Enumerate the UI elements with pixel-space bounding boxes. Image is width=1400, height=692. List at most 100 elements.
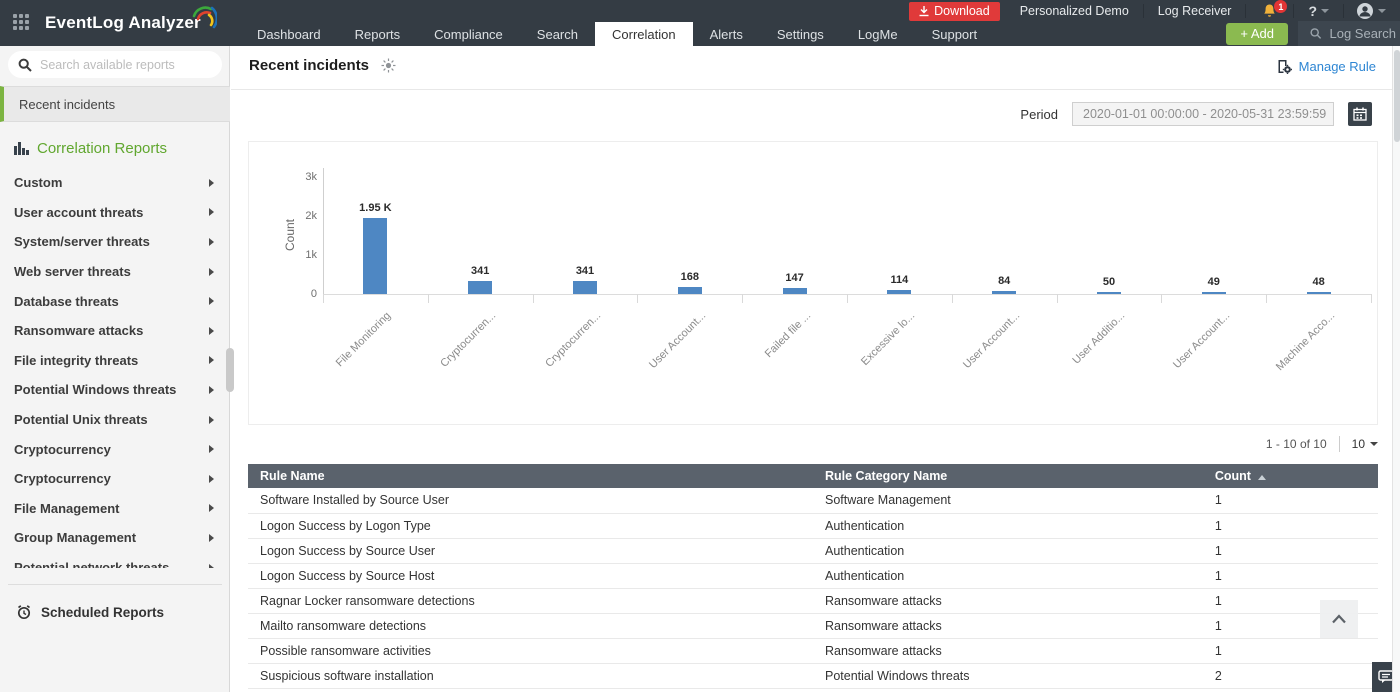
sidebar-item-file-integrity-threats[interactable]: File integrity threats (0, 346, 229, 376)
sidebar-item-system-server-threats[interactable]: System/server threats (0, 227, 229, 257)
notifications-button[interactable]: 1 (1246, 0, 1293, 22)
sidebar-item-file-management[interactable]: File Management (0, 494, 229, 524)
brand-swoosh-icon (192, 6, 217, 29)
bar-user-additio-[interactable] (1097, 292, 1121, 294)
sidebar-item-label: Group Management (14, 530, 137, 546)
vertical-scrollbar[interactable] (1392, 46, 1400, 692)
bar-excessive-lo-[interactable] (887, 289, 912, 294)
manage-rule-link[interactable]: Manage Rule (1277, 59, 1376, 74)
idea-bulb-icon[interactable] (381, 58, 396, 73)
sidebar-item-potential-unix-threats[interactable]: Potential Unix threats (0, 405, 229, 435)
sidebar-item-custom[interactable]: Custom (0, 168, 229, 198)
chevron-down-icon (1321, 9, 1329, 13)
divider (8, 584, 222, 585)
bar-machine-acco-[interactable] (1306, 292, 1331, 294)
table-row[interactable]: Possible ransomware activities Ransomware… (248, 638, 1378, 664)
table-row[interactable]: Ragnar Locker ransomware detections Ranso… (248, 588, 1378, 614)
chevron-right-icon (209, 326, 214, 335)
tab-logme[interactable]: LogMe (857, 26, 898, 42)
x-axis-label: User Additio... (1070, 309, 1128, 367)
bar-file-monitoring[interactable] (363, 217, 388, 294)
column-header-rule-name[interactable]: Rule Name (248, 464, 813, 488)
chevron-down-icon (1378, 9, 1386, 13)
tab-settings[interactable]: Settings (776, 26, 824, 42)
sidebar-item-label: Cryptocurrency (14, 471, 111, 487)
sidebar-item-user-account-threats[interactable]: User account threats (0, 198, 229, 228)
sidebar-item-cryptocurrency[interactable]: Cryptocurrency (0, 434, 229, 464)
download-button[interactable]: Download (909, 1, 1000, 21)
period-label: Period (1020, 106, 1058, 122)
scrollbar-thumb[interactable] (1394, 50, 1400, 142)
table-row[interactable]: Logon Success by Source User Authenticati… (248, 538, 1378, 564)
help-menu[interactable]: ? (1294, 3, 1343, 19)
user-menu[interactable] (1344, 2, 1392, 20)
table-row[interactable]: Software Installed by Source User Softwar… (248, 488, 1378, 514)
sidebar-item-label: File integrity threats (14, 352, 139, 368)
sidebar-item-label: Database threats (14, 293, 119, 309)
divider (1343, 4, 1344, 18)
period-range-input[interactable]: 2020-01-01 00:00:00 - 2020-05-31 23:59:5… (1072, 102, 1334, 126)
x-tick (1161, 294, 1163, 303)
log-search-box[interactable]: Log Search (1298, 21, 1400, 46)
apps-grid-icon[interactable] (13, 14, 31, 32)
sidebar-item-scheduled-reports[interactable]: Scheduled Reports (16, 598, 164, 626)
brand-area: EventLog Analyzer (0, 0, 232, 46)
personalized-demo-link[interactable]: Personalized Demo (1019, 4, 1129, 18)
tab-compliance[interactable]: Compliance (434, 26, 503, 42)
table-row[interactable]: Logon Success by Logon Type Authenticatio… (248, 513, 1378, 539)
bar-failed-file-[interactable] (782, 288, 807, 294)
tab-support[interactable]: Support (931, 26, 978, 42)
add-button[interactable]: + Add (1226, 22, 1288, 45)
sidebar-search-box[interactable] (8, 51, 222, 78)
count-cell: 1 (1202, 538, 1378, 564)
tab-correlation[interactable]: Correlation (595, 22, 693, 46)
tab-search[interactable]: Search (536, 26, 578, 42)
x-tick (427, 294, 429, 303)
bar-user-account-[interactable] (992, 290, 1017, 294)
column-header-rule-category-name[interactable]: Rule Category Name (813, 464, 1203, 488)
rule-name-cell: Ragnar Locker ransomware detections (248, 588, 813, 614)
log-receiver-link[interactable]: Log Receiver (1157, 4, 1232, 18)
y-tick-label: 2k (305, 210, 317, 222)
sidebar-item-ransomware-attacks[interactable]: Ransomware attacks (0, 316, 229, 346)
sidebar-item-database-threats[interactable]: Database threats (0, 286, 229, 316)
tab-alerts[interactable]: Alerts (709, 26, 743, 42)
bar-cryptocurren-[interactable] (573, 280, 597, 294)
tab-reports[interactable]: Reports (354, 26, 401, 42)
chevron-right-icon (209, 297, 214, 306)
sidebar-item-potential-windows-threats[interactable]: Potential Windows threats (0, 375, 229, 405)
tab-dashboard[interactable]: Dashboard (257, 26, 321, 42)
chevron-right-icon (209, 474, 214, 483)
table-row[interactable]: Mailto ransomware detections Ransomware a… (248, 613, 1378, 639)
bar-user-account-[interactable] (677, 287, 702, 294)
table-row[interactable]: Suspicious software installation Potentia… (248, 663, 1378, 689)
sidebar-item-potential-network-threats[interactable]: Potential network threats (0, 553, 229, 568)
column-header-count[interactable]: Count (1202, 464, 1378, 488)
scroll-to-top-button[interactable] (1320, 600, 1358, 638)
x-axis-label: File Monitoring (334, 309, 394, 370)
correlation-reports-heading: Correlation Reports (14, 140, 167, 157)
sidebar-item-group-management[interactable]: Group Management (0, 523, 229, 553)
sidebar-item-label: Potential Unix threats (14, 412, 148, 428)
sidebar-item-web-server-threats[interactable]: Web server threats (0, 257, 229, 287)
bar-value-label: 147 (785, 272, 804, 285)
sidebar-item-label: Ransomware attacks (14, 323, 144, 339)
bar-chart-icon (14, 142, 29, 155)
x-tick (1056, 294, 1058, 303)
sidebar-item-label: Potential Windows threats (14, 382, 177, 398)
search-input[interactable] (40, 57, 205, 72)
sidebar-scroll-handle[interactable] (226, 348, 234, 392)
table-row[interactable]: Logon Success by Source Host Authenticati… (248, 563, 1378, 589)
sidebar-item-cryptocurrency[interactable]: Cryptocurrency (0, 464, 229, 494)
incidents-chart-card: Count 0 1k 2k 3k 1.95 K File Monitoring 341 Cryp… (248, 141, 1378, 425)
bar-cryptocurren-[interactable] (468, 280, 493, 294)
bar-user-account-[interactable] (1201, 292, 1226, 294)
rule-name-cell: Logon Success by Source Host (248, 563, 813, 589)
page-size-dropdown[interactable]: 10 (1352, 437, 1378, 451)
sidebar-item-recent-incidents[interactable]: Recent incidents (0, 86, 230, 122)
topbar-utility-row: Download Personalized Demo Log Receiver … (909, 0, 1392, 22)
calendar-button[interactable] (1348, 102, 1372, 126)
brand-logo[interactable]: EventLog Analyzer (45, 6, 217, 33)
x-tick (532, 294, 534, 303)
bar-value-label: 341 (575, 264, 595, 277)
